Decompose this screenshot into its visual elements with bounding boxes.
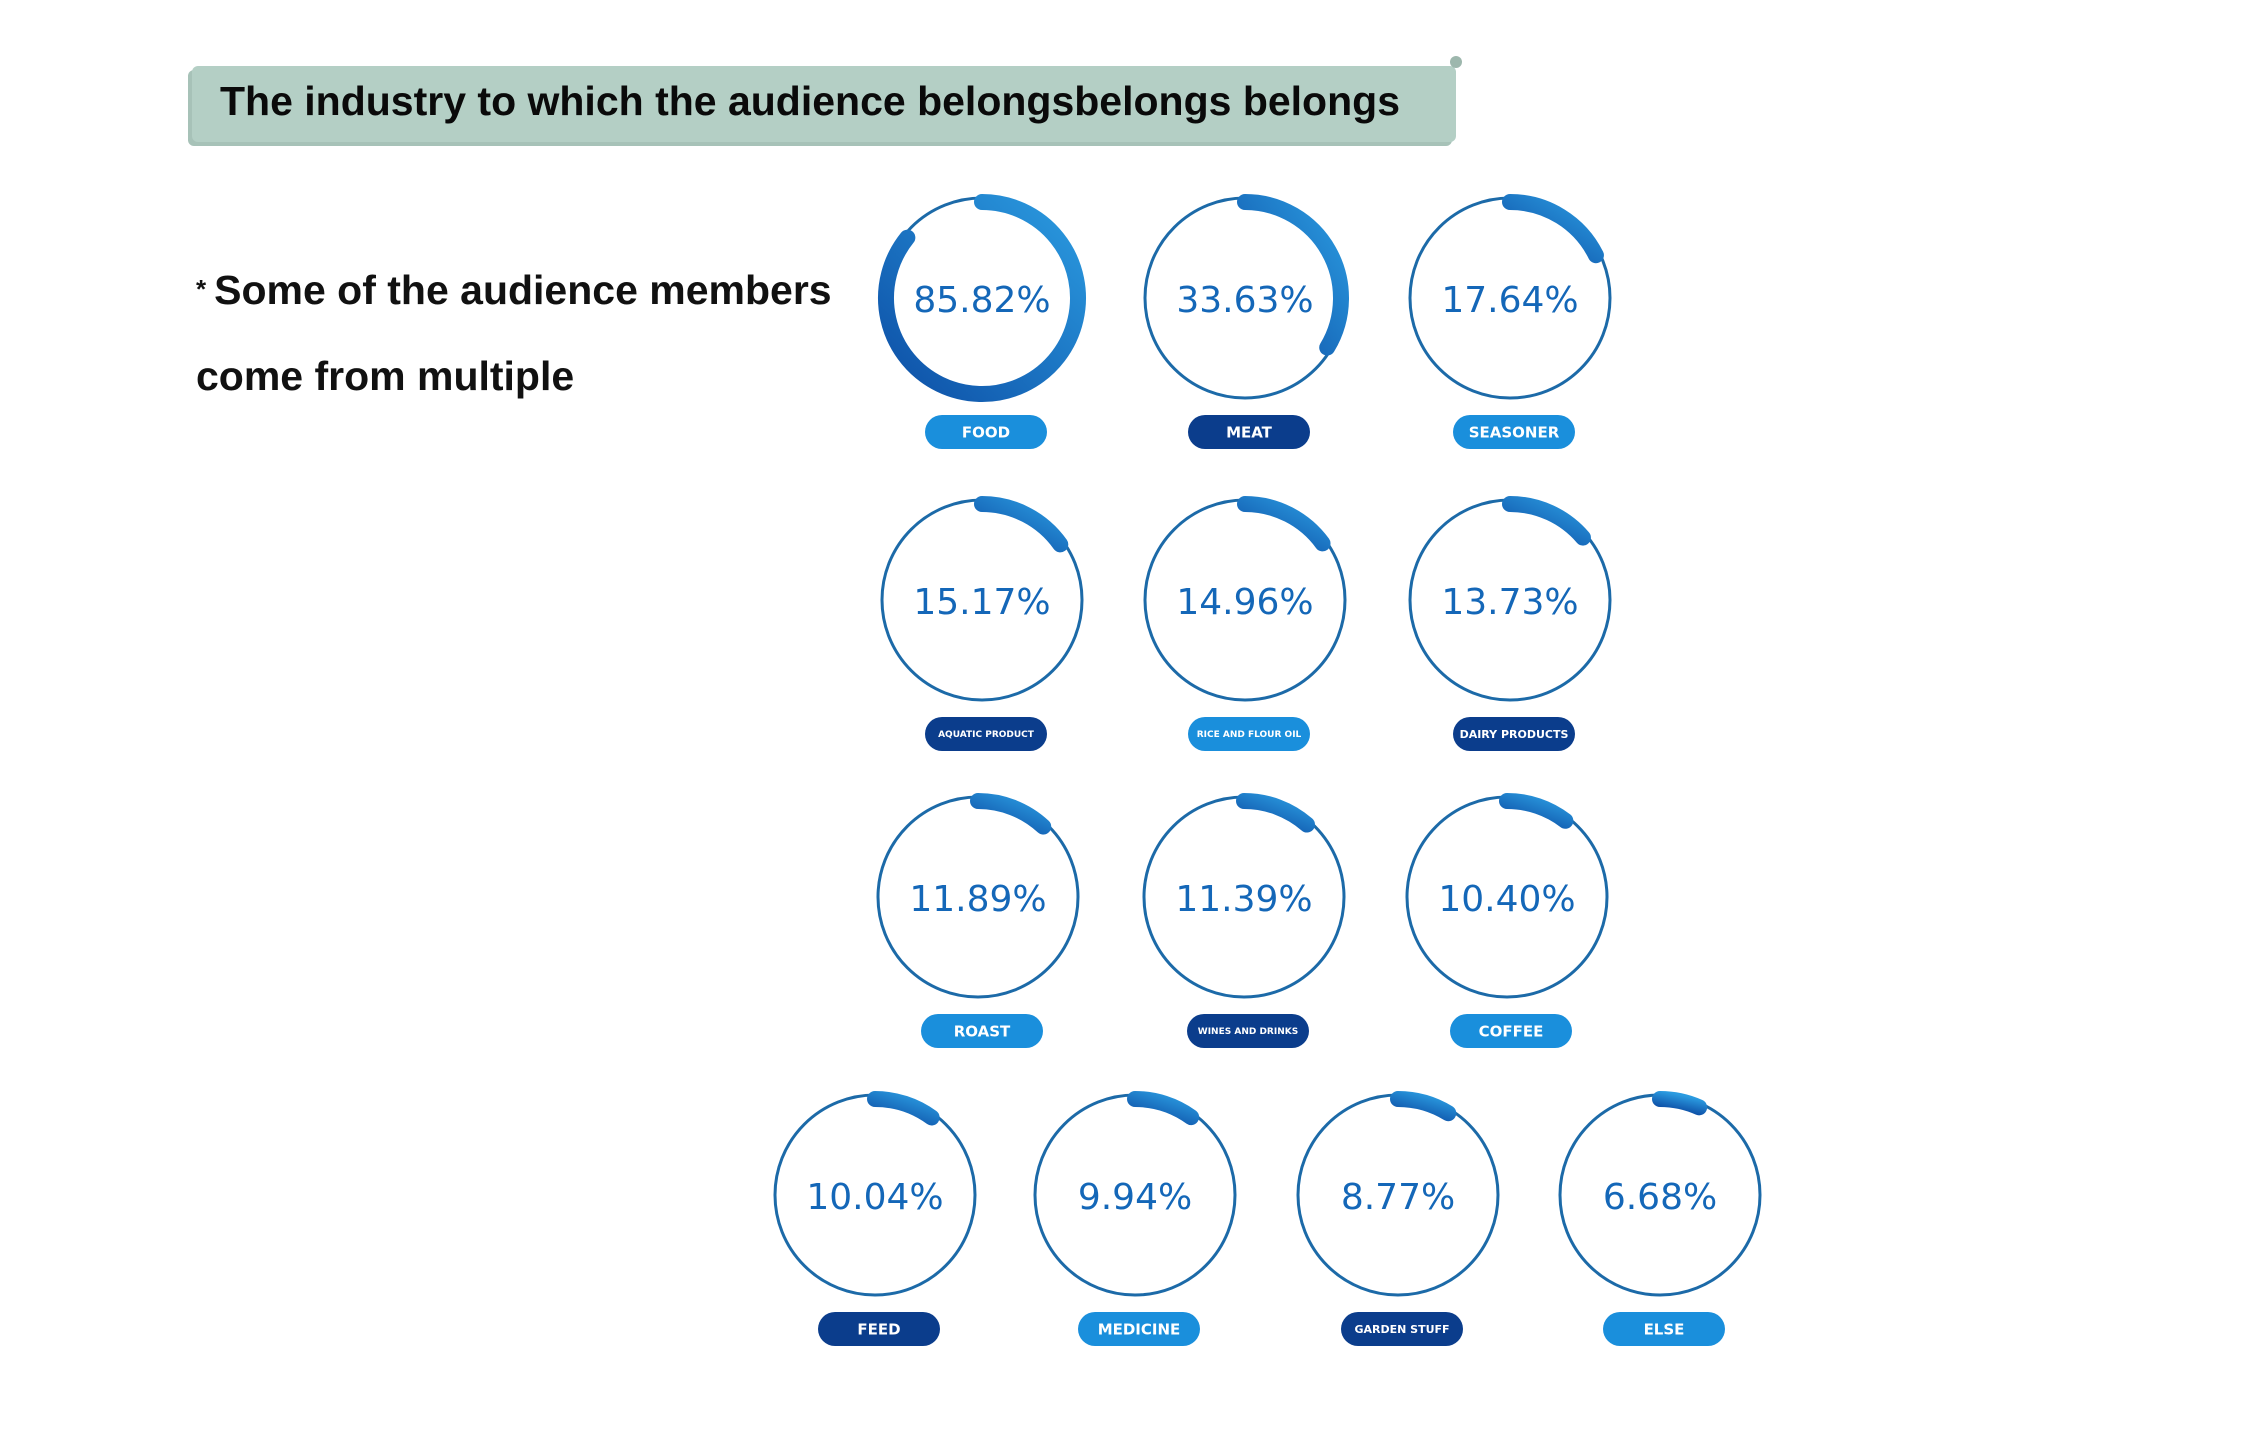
donut-label: MEDICINE xyxy=(1098,1320,1181,1338)
footnote-star: * xyxy=(196,274,207,304)
donut-item: 9.94% MEDICINE xyxy=(1033,1091,1237,1346)
donut-label: AQUATIC PRODUCT xyxy=(938,730,1035,740)
donut-label-pill xyxy=(1188,717,1310,751)
donut-item: 14.96% RICE AND FLOUR OIL xyxy=(1143,496,1347,751)
donut-label-pill xyxy=(925,415,1047,449)
donut-value: 11.89% xyxy=(909,879,1046,920)
donut-value: 15.17% xyxy=(913,582,1050,623)
donut-arc xyxy=(878,194,1086,402)
donut-label: DAIRY PRODUCTS xyxy=(1460,728,1569,741)
donut-label-pill xyxy=(921,1014,1043,1048)
footnote: * Some of the audience members come from … xyxy=(196,246,836,419)
donut-arc xyxy=(970,793,1052,835)
donut-arc xyxy=(1390,1091,1457,1122)
donut-label: MEAT xyxy=(1226,423,1273,441)
donut-value: 8.77% xyxy=(1341,1177,1455,1218)
donut-label: COFFEE xyxy=(1479,1022,1544,1040)
donut-label: RICE AND FLOUR OIL xyxy=(1197,730,1302,740)
donut-value: 14.96% xyxy=(1176,582,1313,623)
donut-label-pill xyxy=(1188,415,1310,449)
donut-label-pill xyxy=(1450,1014,1572,1048)
donut-item: 6.68% ELSE xyxy=(1558,1091,1762,1346)
donut-arc xyxy=(1502,194,1604,264)
donut-label-pill xyxy=(1078,1312,1200,1346)
donut-label: GARDEN STUFF xyxy=(1354,1323,1449,1336)
donut-item: 8.77% GARDEN STUFF xyxy=(1296,1091,1500,1346)
donut-arc xyxy=(1502,496,1591,546)
donut-arc xyxy=(1237,496,1331,552)
donut-arc xyxy=(1236,793,1315,833)
donut-item: 15.17% AQUATIC PRODUCT xyxy=(880,496,1084,751)
donut-label-pill xyxy=(1453,415,1575,449)
donut-arc xyxy=(867,1091,940,1126)
donut-item: 11.89% ROAST xyxy=(876,793,1080,1048)
donut-label: FOOD xyxy=(962,423,1010,441)
donut-value: 11.39% xyxy=(1175,879,1312,920)
donut-item: 10.04% FEED xyxy=(773,1091,977,1346)
donut-label: WINES AND DRINKS xyxy=(1198,1027,1298,1037)
footnote-text: Some of the audience members come from m… xyxy=(196,267,832,399)
donut-label-pill xyxy=(818,1312,940,1346)
donut-item: 11.39% WINES AND DRINKS xyxy=(1142,793,1346,1048)
donut-label-pill xyxy=(1341,1312,1463,1346)
donut-value: 10.40% xyxy=(1438,879,1575,920)
donut-item: 33.63% MEAT xyxy=(1143,194,1349,449)
donut-item: 17.64% SEASONER xyxy=(1408,194,1612,449)
donut-label: SEASONER xyxy=(1469,423,1560,441)
donut-value: 85.82% xyxy=(913,280,1050,321)
donut-label-pill xyxy=(1187,1014,1309,1048)
donut-value: 17.64% xyxy=(1441,280,1578,321)
donut-label-pill xyxy=(1603,1312,1725,1346)
title-banner: The industry to which the audience belon… xyxy=(192,56,1462,142)
banner-pin-icon xyxy=(1450,56,1462,68)
donut-label: FEED xyxy=(857,1320,900,1338)
donut-label: ROAST xyxy=(954,1022,1011,1040)
donut-arc xyxy=(1237,194,1349,356)
donut-value: 9.94% xyxy=(1078,1177,1192,1218)
donut-item: 85.82% FOOD xyxy=(878,194,1086,449)
donut-value: 13.73% xyxy=(1441,582,1578,623)
donut-arc xyxy=(1127,1091,1200,1126)
donut-value: 6.68% xyxy=(1603,1177,1717,1218)
page-title: The industry to which the audience belon… xyxy=(220,78,1400,124)
donut-item: 10.40% COFFEE xyxy=(1405,793,1609,1048)
donut-value: 33.63% xyxy=(1176,280,1313,321)
donut-arc xyxy=(1652,1091,1708,1116)
donut-arc xyxy=(974,496,1069,553)
donut-label-pill xyxy=(1453,717,1575,751)
donut-label-pill xyxy=(925,717,1047,751)
donut-value: 10.04% xyxy=(806,1177,943,1218)
donut-label: ELSE xyxy=(1644,1320,1685,1338)
donut-item: 13.73% DAIRY PRODUCTS xyxy=(1408,496,1612,751)
donut-arc xyxy=(1499,793,1574,829)
